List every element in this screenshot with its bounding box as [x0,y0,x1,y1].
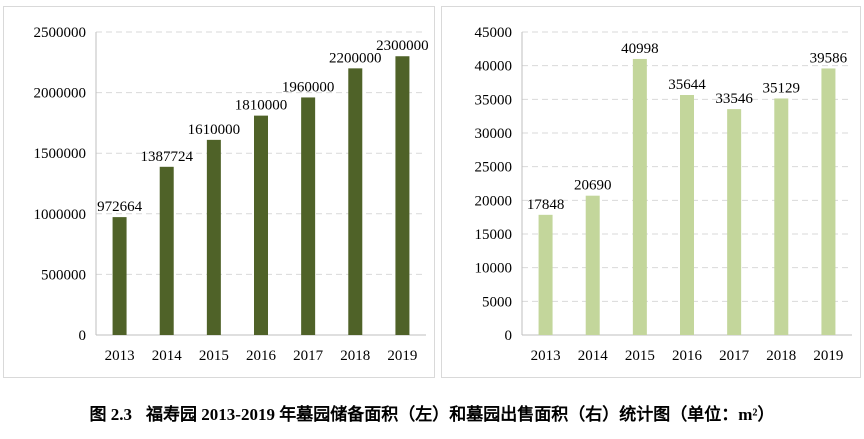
x-tick-label: 2019 [813,348,843,364]
left-chart-panel: 0 500000 1000000 1500000 2000000 2500000 97266… [3,6,435,378]
x-tick-label: 2014 [152,348,183,364]
x-tick-label: 2017 [293,348,324,364]
right-chart-panel: 0 5000 10000 15000 20000 25000 30000 35000 40000… [441,6,861,378]
bar [254,115,268,336]
data-label: 35644 [668,77,706,93]
x-tick-label: 2015 [625,348,655,364]
bar [538,214,553,335]
data-label: 1960000 [282,79,335,95]
bar [112,217,127,335]
figure-label: 图 2.3 [89,405,133,424]
data-label: 40998 [621,41,659,57]
data-label: 1387724 [140,149,193,165]
x-tick-label: 2016 [246,348,277,364]
y-tick-label: 40000 [475,59,513,75]
x-tick-label: 2016 [672,348,703,364]
y-tick-label: 15000 [475,227,513,243]
data-label: 972664 [97,199,143,215]
bar [585,195,600,335]
x-tick-label: 2013 [105,348,135,364]
data-label: 39586 [810,50,848,66]
bar [206,139,221,335]
data-label: 1810000 [235,98,288,114]
y-tick-label: 5000 [482,294,512,310]
bar [348,68,363,336]
bar [159,166,174,335]
y-tick-label: 500000 [41,267,86,283]
data-label: 1610000 [188,122,241,138]
data-label: 17848 [527,197,565,213]
y-tick-label: 20000 [475,193,513,209]
x-tick-label: 2019 [387,348,417,364]
y-tick-label: 1500000 [34,146,87,162]
y-tick-label: 1000000 [34,207,87,223]
figure-caption: 图 2.3 福寿园 2013-2019 年墓园储备面积（左）和墓园出售面积（右）统… [0,400,864,425]
y-tick-label: 0 [79,328,87,344]
data-label: 35129 [763,80,801,96]
y-tick-label: 2500000 [34,25,87,41]
figure-caption-text: 福寿园 2013-2019 年墓园储备面积（左）和墓园出售面积（右）统计图（单位… [146,405,775,424]
bar [727,109,742,335]
x-tick-label: 2014 [578,348,609,364]
bar [774,98,789,335]
data-label: 20690 [574,178,612,194]
data-label: 2200000 [329,50,382,66]
bar [301,97,316,335]
data-label: 2300000 [376,38,429,54]
y-tick-label: 0 [505,328,513,344]
x-tick-label: 2018 [340,348,370,364]
sold-area-chart: 0 5000 10000 15000 20000 25000 30000 35000 40000… [475,25,852,364]
y-tick-label: 30000 [475,126,513,142]
y-tick-label: 25000 [475,160,513,176]
x-tick-label: 2015 [199,348,229,364]
x-tick-label: 2018 [766,348,796,364]
x-tick-label: 2013 [531,348,561,364]
y-tick-label: 45000 [475,25,513,41]
bar [821,68,836,335]
y-tick-label: 10000 [475,261,513,277]
bar [395,56,410,336]
data-label: 33546 [715,91,753,107]
y-tick-label: 2000000 [34,86,87,102]
bar [680,94,694,335]
x-tick-label: 2017 [719,348,750,364]
bar [632,58,647,335]
reserve-area-chart: 0 500000 1000000 1500000 2000000 2500000 97266… [34,25,429,364]
y-tick-label: 35000 [475,92,513,108]
